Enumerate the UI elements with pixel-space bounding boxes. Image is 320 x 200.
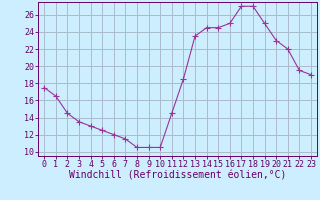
X-axis label: Windchill (Refroidissement éolien,°C): Windchill (Refroidissement éolien,°C) (69, 171, 286, 181)
